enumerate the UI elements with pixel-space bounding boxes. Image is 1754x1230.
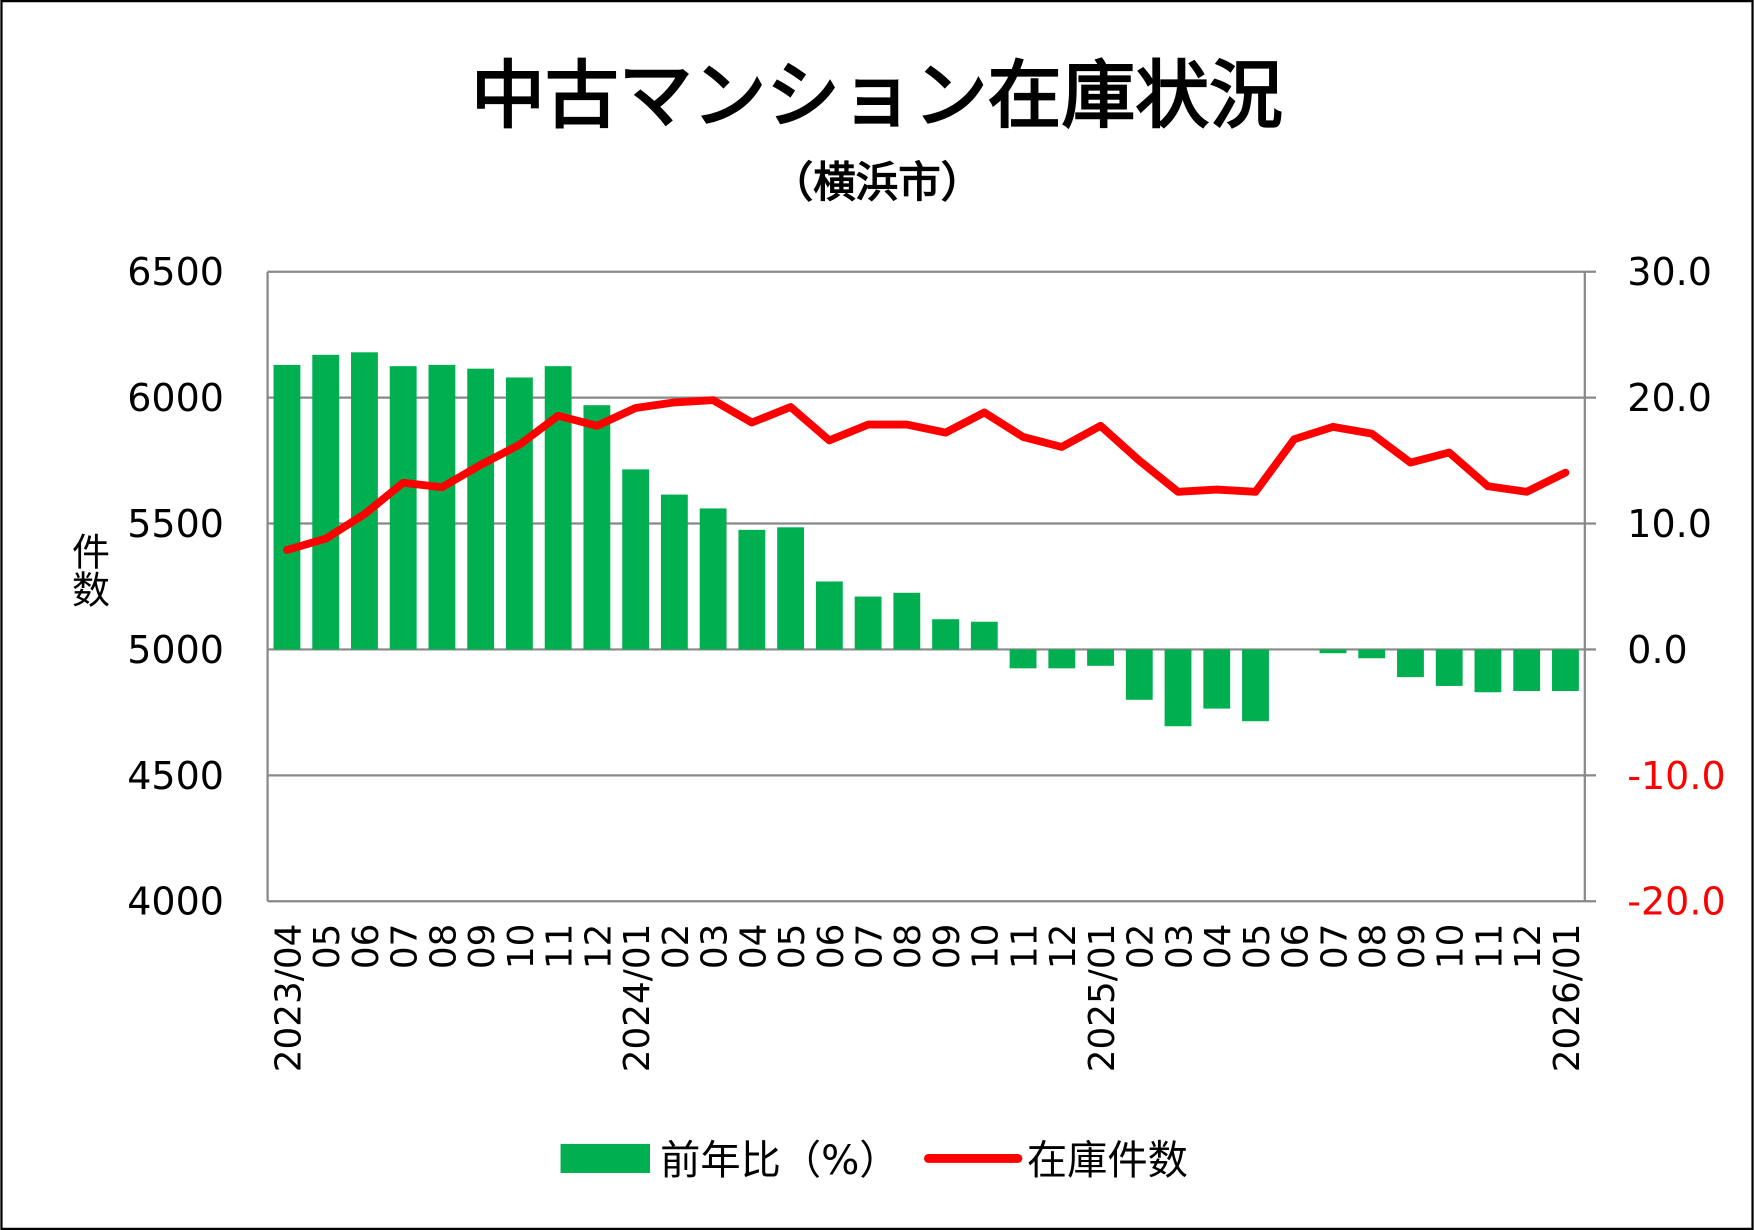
bar [1397,649,1424,678]
x-tick-label: 05 [1237,924,1278,970]
bar [1319,649,1347,654]
x-tick-label: 12 [578,924,619,970]
bar [1048,649,1076,669]
x-tick-label: 08 [888,924,929,970]
chart-title: 中古マンション在庫状況 [471,53,1283,139]
x-tick-label: 08 [423,924,464,970]
x-tick-label: 2023/04 [268,924,309,1073]
bar [932,619,959,650]
bar [389,366,417,650]
bar [970,621,998,650]
stock-line [283,396,1570,554]
x-tick-label: 07 [1314,924,1355,970]
left-tick-label: 6000 [127,376,224,420]
x-tick-label: 03 [1159,924,1200,970]
legend: 前年比（%） 在庫件数 [560,1138,1188,1184]
x-tick-label: 11 [1469,924,1510,970]
right-tick-label: -10.0 [1627,754,1725,798]
bar [1203,649,1231,709]
bar [583,405,611,650]
x-tick-label: 05 [772,924,813,970]
x-tick-label: 09 [462,924,503,970]
x-tick-label: 06 [1276,924,1317,970]
bar [1358,649,1386,659]
bar [312,354,340,650]
legend-label-stock: 在庫件数 [1027,1138,1188,1184]
x-tick-label: 12 [1508,924,1549,970]
bar [854,596,882,650]
x-tick-label: 05 [307,924,348,970]
bar [777,527,805,650]
x-tick-label: 10 [1431,924,1472,970]
bar [1513,649,1541,691]
bar [467,368,495,650]
bar [622,469,650,650]
x-tick-label: 09 [927,924,968,970]
bar [1242,649,1269,722]
bar [893,592,921,650]
right-tick-label: 20.0 [1627,376,1712,420]
bar [738,529,766,650]
x-tick-label: 03 [695,924,736,970]
x-tick-label: 07 [850,924,891,970]
x-tick-label: 10 [501,924,542,970]
bar [815,581,843,650]
x-tick-label: 04 [1198,924,1239,970]
y-axis-label: 件数 [66,532,110,608]
legend-bar-swatch [560,1143,651,1173]
x-tick-label: 2025/01 [1082,924,1123,1073]
right-tick-label: 10.0 [1627,502,1712,546]
right-tick-label: 0.0 [1627,628,1687,672]
x-tick-label: 02 [1121,924,1162,970]
bar [1552,649,1579,691]
bar [660,494,688,650]
bar [1164,649,1192,727]
left-tick-label: 6500 [127,250,224,294]
bar [1009,649,1037,669]
bar [351,352,378,650]
x-tick-label: 02 [656,924,697,970]
left-tick-label: 5500 [127,502,224,546]
left-tick-label: 5000 [127,628,224,672]
x-tick-label: 06 [346,924,387,970]
bar [428,364,456,650]
chart-subtitle: （横浜市） [771,159,983,208]
x-tick-label: 2026/01 [1547,924,1588,1073]
bar [544,366,572,650]
bar [699,508,727,650]
x-tick-label: 11 [540,924,581,970]
x-tick-label: 2024/01 [617,924,658,1073]
right-tick-label: -20.0 [1627,880,1725,924]
bar [1474,649,1502,693]
legend-label-yoy: 前年比（%） [660,1138,900,1184]
x-tick-label: 04 [733,924,774,970]
x-tick-label: 07 [385,924,426,970]
x-tick-label: 08 [1353,924,1394,970]
right-tick-label: 30.0 [1627,250,1712,294]
x-tick-label: 11 [1004,924,1045,970]
left-tick-label: 4500 [127,754,224,798]
bar [1125,649,1153,700]
bar [505,377,533,650]
x-tick-label: 10 [966,924,1007,970]
x-tick-label: 06 [811,924,852,970]
left-tick-label: 4000 [127,880,224,924]
bar [273,364,301,650]
x-tick-label: 09 [1392,924,1433,970]
x-tick-label: 12 [1043,924,1084,970]
bar [1087,649,1114,666]
bar [1435,649,1463,686]
